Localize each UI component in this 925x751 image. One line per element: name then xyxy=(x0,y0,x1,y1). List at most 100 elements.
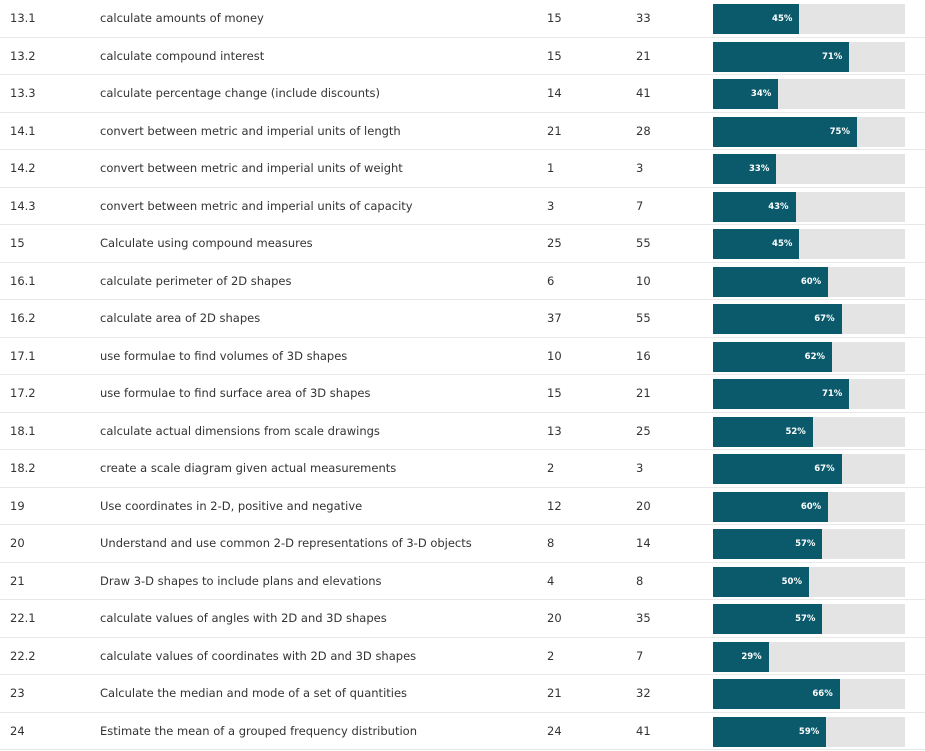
progress-bar: 45% xyxy=(713,4,800,34)
topic-description: use formulae to find surface area of 3D … xyxy=(100,386,371,400)
score: 15 xyxy=(547,48,562,63)
topic-description: Estimate the mean of a grouped frequency… xyxy=(100,723,417,738)
table-row: 24 Estimate the mean of a grouped frequen… xyxy=(0,713,925,750)
topic-code: 21 xyxy=(10,573,25,588)
progress-bar: 67% xyxy=(713,454,842,484)
total: 35 xyxy=(636,611,651,625)
progress-track: 50% xyxy=(713,566,905,597)
topic-description: convert between metric and imperial unit… xyxy=(100,123,401,138)
percent-label: 34% xyxy=(750,89,772,99)
table-row: 17.2 use formulae to find surface area of… xyxy=(0,375,925,413)
progress-bar: 75% xyxy=(713,116,857,147)
total: 10 xyxy=(636,273,651,288)
progress-bar: 60% xyxy=(713,491,829,522)
score: 15 xyxy=(547,386,562,400)
table-row: 16.1 calculate perimeter of 2D shapes 6 10 6… xyxy=(0,263,925,300)
total: 25 xyxy=(636,423,651,438)
progress-track: 57% xyxy=(713,604,905,634)
score: 21 xyxy=(547,686,562,700)
percent-label: 60% xyxy=(800,276,822,287)
score: 14 xyxy=(547,86,562,100)
progress-bar: 67% xyxy=(713,304,842,334)
score: 25 xyxy=(547,236,562,250)
percent-label: 50% xyxy=(781,576,802,587)
table-row: 13.2 calculate compound interest 15 21 71% xyxy=(0,38,925,75)
progress-track: 43% xyxy=(713,191,905,222)
table-row: 14.2 convert between metric and imperial … xyxy=(0,150,925,188)
topic-code: 22.2 xyxy=(10,648,36,663)
topic-description: Use coordinates in 2-D, positive and neg… xyxy=(100,498,363,513)
score: 10 xyxy=(547,348,562,363)
total: 16 xyxy=(636,348,651,363)
topic-description: calculate area of 2D shapes xyxy=(100,311,261,325)
topic-code: 16.2 xyxy=(10,311,36,325)
table-row: 13.3 calculate percentage change (include… xyxy=(0,75,925,113)
progress-bar: 71% xyxy=(713,379,850,409)
topic-code: 13.1 xyxy=(10,11,36,25)
topic-description: calculate compound interest xyxy=(100,48,265,63)
table-row: 18.1 calculate actual dimensions from sca… xyxy=(0,413,925,450)
topic-code: 16.1 xyxy=(10,273,36,288)
topic-code: 17.1 xyxy=(10,348,36,363)
score: 21 xyxy=(547,123,562,138)
topic-description: calculate values of angles with 2D and 3… xyxy=(100,611,387,625)
topic-description: use formulae to find volumes of 3D shape… xyxy=(100,348,348,363)
percent-label: 45% xyxy=(772,14,793,24)
topic-code: 18.1 xyxy=(10,423,36,438)
table-row: 22.2 calculate values of coordinates with… xyxy=(0,638,925,675)
percent-label: 59% xyxy=(798,726,820,737)
progress-track: 60% xyxy=(713,491,905,522)
total: 41 xyxy=(636,86,651,100)
table-row: 14.1 convert between metric and imperial … xyxy=(0,113,925,150)
table-row: 17.1 use formulae to find volumes of 3D s… xyxy=(0,338,925,375)
percent-label: 71% xyxy=(821,51,843,62)
progress-track: 75% xyxy=(713,116,905,147)
topic-description: calculate perimeter of 2D shapes xyxy=(100,273,292,288)
progress-track: 34% xyxy=(713,79,905,109)
score: 1 xyxy=(547,161,555,175)
percent-label: 52% xyxy=(785,426,806,437)
score: 2 xyxy=(547,648,555,663)
topic-description: calculate percentage change (include dis… xyxy=(100,86,380,100)
progress-bar: 66% xyxy=(713,679,840,709)
score: 13 xyxy=(547,423,562,438)
progress-bar: 45% xyxy=(713,229,800,259)
total: 21 xyxy=(636,48,651,63)
total: 14 xyxy=(636,536,651,550)
table-row: 15 Calculate using compound measures 25 55 4… xyxy=(0,225,925,263)
percent-label: 66% xyxy=(812,689,833,699)
progress-bar: 57% xyxy=(713,529,823,559)
progress-track: 52% xyxy=(713,416,905,447)
progress-bar: 59% xyxy=(713,716,827,747)
topic-code: 15 xyxy=(10,236,25,250)
table-row: 21 Draw 3-D shapes to include plans and e… xyxy=(0,563,925,600)
topic-code: 19 xyxy=(10,498,25,513)
table-row: 23 Calculate the median and mode of a set… xyxy=(0,675,925,713)
topic-description: Calculate the median and mode of a set o… xyxy=(100,686,408,700)
topic-description: create a scale diagram given actual meas… xyxy=(100,461,397,475)
progress-track: 67% xyxy=(713,304,905,334)
progress-track: 60% xyxy=(713,266,905,297)
total: 32 xyxy=(636,686,651,700)
progress-track: 45% xyxy=(713,4,905,34)
score: 12 xyxy=(547,498,562,513)
percent-label: 57% xyxy=(795,614,816,624)
topic-description: convert between metric and imperial unit… xyxy=(100,161,403,175)
table-row: 19 Use coordinates in 2-D, positive and n… xyxy=(0,488,925,525)
score: 8 xyxy=(547,536,555,550)
progress-bar: 34% xyxy=(713,79,779,109)
topic-code: 17.2 xyxy=(10,386,36,400)
total: 21 xyxy=(636,386,651,400)
score: 20 xyxy=(547,611,562,625)
topic-code: 13.2 xyxy=(10,48,36,63)
progress-track: 71% xyxy=(713,41,905,72)
total: 55 xyxy=(636,311,651,325)
table-row: 22.1 calculate values of angles with 2D a… xyxy=(0,600,925,638)
total: 7 xyxy=(636,648,644,663)
progress-track: 59% xyxy=(713,716,905,747)
total: 28 xyxy=(636,123,651,138)
topic-description: Calculate using compound measures xyxy=(100,236,313,250)
progress-track: 57% xyxy=(713,529,905,559)
total: 20 xyxy=(636,498,651,513)
